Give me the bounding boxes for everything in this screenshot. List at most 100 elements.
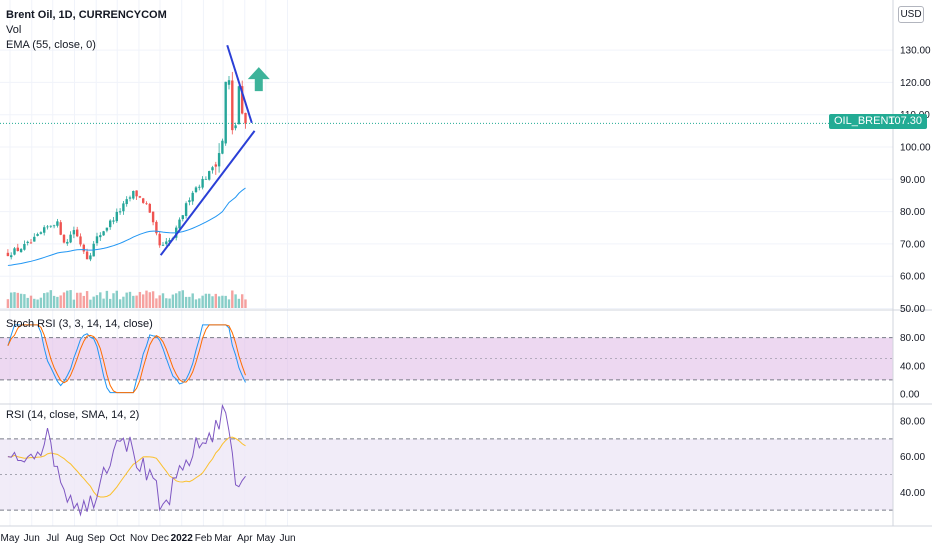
x-tick-label: May — [1, 533, 20, 544]
volume-bar — [33, 298, 36, 308]
candle-body — [118, 211, 122, 213]
y-tick-label: 90.00 — [900, 175, 925, 186]
candle-body — [155, 221, 158, 234]
volume-bar — [122, 296, 125, 308]
candle-body — [95, 236, 99, 244]
legend-symbol: Brent Oil, 1D, CURRENCYCOM — [6, 9, 167, 21]
volume-bar — [102, 298, 105, 308]
candle-body — [36, 234, 39, 236]
candle-body — [66, 241, 69, 244]
rsi-y-tick-label: 60.00 — [900, 452, 925, 463]
volume-bar — [141, 294, 145, 308]
candle-body — [211, 167, 214, 171]
candle-body — [214, 164, 217, 167]
stoch-rsi-pane[interactable] — [0, 324, 893, 394]
volume-bar — [19, 293, 23, 308]
candle-body — [62, 234, 66, 243]
volume-bar — [181, 290, 184, 308]
volume-bar — [174, 293, 178, 308]
candle-body — [33, 236, 36, 242]
candle-body — [135, 190, 138, 197]
candle-body — [217, 153, 221, 167]
candle-body — [181, 215, 184, 220]
candle-body — [204, 178, 208, 180]
volume-bar — [95, 295, 99, 308]
volume-bar — [13, 292, 16, 308]
volume-bar — [155, 298, 158, 308]
stoch-y-tick-label: 0.00 — [900, 390, 920, 401]
currency-button[interactable]: USD — [898, 6, 924, 23]
candle-body — [201, 178, 204, 188]
candle-body — [69, 234, 72, 243]
stoch-y-tick-label: 40.00 — [900, 361, 925, 372]
candle-body — [108, 220, 112, 228]
candle-body — [184, 203, 188, 216]
volume-bar — [221, 295, 224, 308]
volume-bar — [105, 290, 109, 308]
volume-bar — [217, 296, 221, 308]
volume-bar — [118, 299, 122, 308]
x-tick-label: Sep — [87, 533, 105, 544]
candle-body — [99, 235, 102, 238]
rsi-title: RSI (14, close, SMA, 14, 2) — [6, 409, 140, 421]
volume-bar — [132, 295, 135, 308]
candle-body — [224, 81, 227, 144]
candle-body — [138, 196, 142, 198]
candle-body — [132, 191, 135, 199]
stoch-rsi-title: Stoch RSI (3, 3, 14, 14, close) — [6, 318, 153, 330]
volume-bar — [211, 296, 214, 308]
x-tick-label: May — [256, 533, 275, 544]
candle-body — [168, 239, 171, 243]
volume-bar — [56, 296, 59, 308]
volume-bar — [16, 292, 19, 308]
candle-body — [49, 225, 52, 227]
volume-bar — [108, 298, 112, 308]
x-tick-label: Jun — [279, 533, 295, 544]
volume-bar — [234, 294, 237, 308]
candle-body — [82, 244, 85, 252]
candle-body — [75, 229, 79, 237]
x-tick-label: Feb — [195, 533, 213, 544]
x-tick-label: Jun — [24, 533, 40, 544]
candle-body — [102, 231, 105, 236]
volume-bar — [66, 290, 69, 308]
candle-body — [42, 227, 46, 233]
volume-bar — [178, 291, 181, 308]
candle-body — [231, 80, 234, 131]
candle-body — [198, 186, 201, 188]
volume-bar — [194, 299, 198, 308]
volume-bar — [112, 293, 115, 308]
rsi-ma-line — [7, 436, 246, 498]
volume-bar — [158, 295, 161, 308]
y-tick-label: 130.00 — [900, 46, 931, 57]
rsi-y-tick-label: 40.00 — [900, 488, 925, 499]
volume-bar — [42, 293, 46, 308]
volume-bar — [79, 292, 82, 308]
y-tick-label: 120.00 — [900, 78, 931, 89]
volume-bar — [39, 297, 43, 308]
candle-body — [191, 192, 194, 202]
volume-bar — [168, 298, 171, 308]
rsi-y-tick-label: 80.00 — [900, 417, 925, 428]
volume-bar — [198, 298, 201, 308]
volume-bar — [85, 291, 89, 308]
candle-body — [244, 112, 247, 124]
candle-body — [207, 171, 211, 180]
candle-body — [46, 226, 49, 228]
volume-bar — [240, 294, 244, 308]
candle-body — [72, 230, 76, 235]
x-tick-label: Dec — [151, 533, 169, 544]
candle-body — [158, 233, 161, 246]
candle-body — [16, 247, 19, 252]
candle-body — [161, 244, 165, 246]
rsi-pane[interactable] — [0, 403, 893, 517]
candle-body — [56, 221, 59, 226]
ema-line — [7, 187, 246, 266]
volume-bar — [115, 290, 118, 308]
candle-body — [23, 243, 26, 250]
volume-bar — [29, 295, 33, 308]
rsi-line — [7, 403, 246, 517]
candle-body — [29, 242, 33, 244]
price-pane[interactable] — [0, 44, 893, 266]
